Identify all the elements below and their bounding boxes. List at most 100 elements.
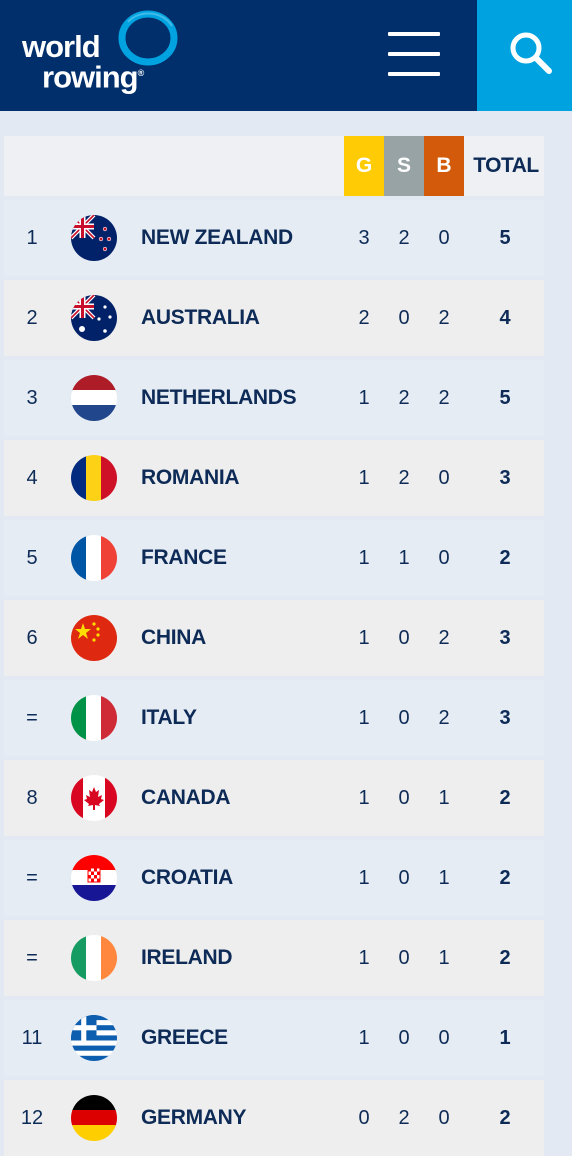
gold-count: 2 — [358, 306, 370, 329]
gold-count: 1 — [358, 946, 370, 969]
search-button[interactable] — [477, 0, 572, 111]
silver-count: 0 — [398, 706, 410, 729]
new-zealand-flag-icon — [71, 215, 117, 261]
site-header: world rowing® — [0, 0, 572, 111]
gold-column-header[interactable]: G — [344, 136, 384, 196]
rank-cell: 2 — [26, 306, 38, 329]
total-count: 2 — [499, 546, 511, 569]
total-count: 5 — [499, 386, 511, 409]
silver-count: 0 — [398, 306, 410, 329]
gold-count: 1 — [358, 786, 370, 809]
croatia-flag-icon — [71, 855, 117, 901]
rank-cell: 4 — [26, 466, 38, 489]
rank-cell: 5 — [26, 546, 38, 569]
bronze-count: 2 — [438, 626, 450, 649]
ireland-flag-icon — [71, 935, 117, 981]
rank-cell: 11 — [21, 1026, 43, 1049]
country-name-link[interactable]: IRELAND — [141, 946, 233, 969]
rank-cell: 8 — [26, 786, 38, 809]
table-row[interactable]: = CROATIA 1 0 1 2 — [4, 840, 544, 916]
total-count: 4 — [499, 306, 511, 329]
silver-count: 0 — [398, 866, 410, 889]
medal-table-body: 1 NEW ZEALAND 3 2 0 5 2 AUSTRALIA 2 0 2 4 3 NETHERLAN… — [4, 200, 544, 1156]
germany-flag-icon — [71, 1095, 117, 1141]
table-row[interactable]: 8 CANADA 1 0 1 2 — [4, 760, 544, 836]
country-name-link[interactable]: CHINA — [141, 626, 206, 649]
bronze-count: 2 — [438, 706, 450, 729]
rank-cell: = — [26, 706, 38, 729]
country-name-link[interactable]: ITALY — [141, 706, 197, 729]
logo-ring-icon — [118, 10, 178, 66]
china-flag-icon — [71, 615, 117, 661]
table-row[interactable]: 6 CHINA 1 0 2 3 — [4, 600, 544, 676]
country-name-link[interactable]: NETHERLANDS — [141, 386, 297, 409]
country-name-link[interactable]: AUSTRALIA — [141, 306, 260, 329]
silver-count: 0 — [398, 786, 410, 809]
table-row[interactable]: 11 GREECE 1 0 0 1 — [4, 1000, 544, 1076]
netherlands-flag-icon — [71, 375, 117, 421]
bronze-count: 2 — [438, 386, 450, 409]
total-count: 3 — [499, 706, 511, 729]
table-row[interactable]: 5 FRANCE 1 1 0 2 — [4, 520, 544, 596]
bronze-column-header[interactable]: B — [424, 136, 464, 196]
silver-count: 1 — [398, 546, 410, 569]
rank-cell: = — [26, 946, 38, 969]
bronze-count: 2 — [438, 306, 450, 329]
medal-table-header: G S B TOTAL — [4, 136, 544, 196]
total-count: 2 — [499, 866, 511, 889]
country-name-link[interactable]: CROATIA — [141, 866, 234, 889]
country-name-link[interactable]: CANADA — [141, 786, 231, 809]
silver-count: 2 — [398, 226, 410, 249]
italy-flag-icon — [71, 695, 117, 741]
bronze-count: 0 — [438, 226, 450, 249]
bronze-count: 1 — [438, 946, 450, 969]
bronze-count: 1 — [438, 866, 450, 889]
table-row[interactable]: 4 ROMANIA 1 2 0 3 — [4, 440, 544, 516]
country-name-link[interactable]: FRANCE — [141, 546, 227, 569]
rank-cell: 1 — [26, 226, 38, 249]
gold-count: 1 — [358, 866, 370, 889]
bronze-count: 0 — [438, 546, 450, 569]
silver-count: 2 — [398, 466, 410, 489]
hamburger-menu-icon[interactable] — [378, 22, 450, 86]
logo-text: world rowing® — [22, 31, 145, 92]
table-row[interactable]: 1 NEW ZEALAND 3 2 0 5 — [4, 200, 544, 276]
total-column-header[interactable]: TOTAL — [473, 154, 539, 177]
rank-cell: = — [26, 866, 38, 889]
silver-count: 0 — [398, 626, 410, 649]
total-count: 2 — [499, 946, 511, 969]
logo-registered-mark: ® — [137, 68, 145, 78]
country-name-link[interactable]: GREECE — [141, 1026, 228, 1049]
total-count: 1 — [499, 1026, 511, 1049]
gold-count: 0 — [358, 1106, 370, 1129]
table-row[interactable]: 2 AUSTRALIA 2 0 2 4 — [4, 280, 544, 356]
bronze-count: 0 — [438, 1026, 450, 1049]
logo-line1: world — [22, 29, 101, 64]
gold-count: 1 — [358, 706, 370, 729]
world-rowing-logo[interactable]: world rowing® — [22, 8, 182, 100]
country-name-link[interactable]: ROMANIA — [141, 466, 240, 489]
table-row[interactable]: = IRELAND 1 0 1 2 — [4, 920, 544, 996]
total-count: 3 — [499, 626, 511, 649]
gold-count: 1 — [358, 386, 370, 409]
gold-count: 1 — [358, 546, 370, 569]
medal-table: G S B TOTAL 1 NEW ZEALAND 3 2 0 5 2 AUSTRALIA 2 0… — [4, 136, 544, 1156]
bronze-count: 1 — [438, 786, 450, 809]
australia-flag-icon — [71, 295, 117, 341]
country-name-link[interactable]: NEW ZEALAND — [141, 226, 293, 249]
silver-column-header[interactable]: S — [384, 136, 424, 196]
table-row[interactable]: = ITALY 1 0 2 3 — [4, 680, 544, 756]
silver-count: 0 — [398, 946, 410, 969]
logo-line2: rowing — [42, 59, 139, 95]
greece-flag-icon — [71, 1015, 117, 1061]
table-row[interactable]: 3 NETHERLANDS 1 2 2 5 — [4, 360, 544, 436]
country-name-link[interactable]: GERMANY — [141, 1106, 247, 1129]
bronze-count: 0 — [438, 1106, 450, 1129]
canada-flag-icon — [71, 775, 117, 821]
silver-count: 0 — [398, 1026, 410, 1049]
france-flag-icon — [71, 535, 117, 581]
total-count: 2 — [499, 786, 511, 809]
table-row[interactable]: 12 GERMANY 0 2 0 2 — [4, 1080, 544, 1156]
rank-cell: 3 — [26, 386, 38, 409]
total-count: 5 — [499, 226, 511, 249]
